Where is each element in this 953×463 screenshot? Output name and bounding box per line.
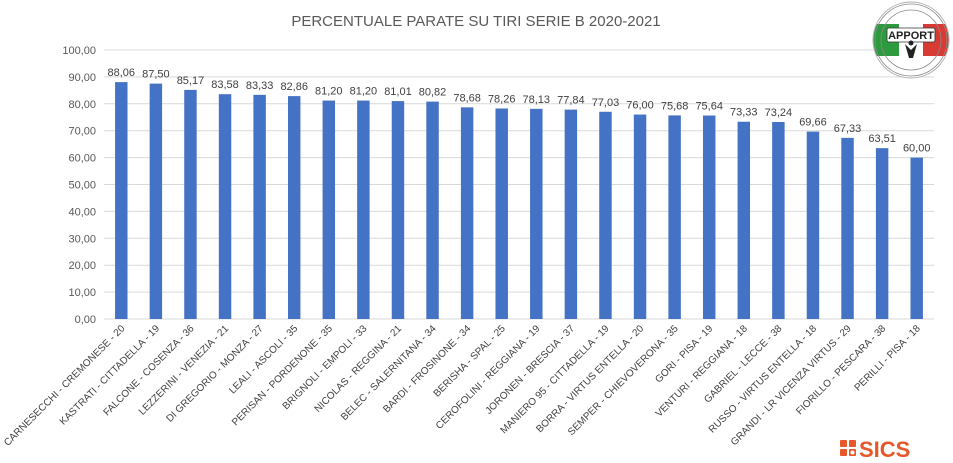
data-label: 67,33 (834, 123, 862, 135)
data-label: 69,66 (799, 117, 827, 129)
data-label: 87,50 (142, 69, 170, 81)
y-tick-label: 80,00 (68, 99, 96, 111)
y-tick-label: 10,00 (68, 287, 96, 299)
y-tick-label: 90,00 (68, 72, 96, 84)
data-label: 78,26 (488, 93, 516, 105)
data-label: 78,68 (453, 92, 481, 104)
data-label: 75,64 (695, 101, 723, 113)
bar (149, 83, 163, 319)
data-label: 80,82 (419, 87, 447, 99)
data-label: 73,24 (765, 107, 793, 119)
chart-title: PERCENTUALE PARATE SU TIRI SERIE B 2020-… (291, 13, 660, 30)
data-label: 77,03 (592, 97, 620, 109)
bar (287, 96, 301, 319)
category-label: PERILLI - PISA - 18 (853, 323, 924, 394)
bar (391, 101, 405, 319)
bar (115, 82, 128, 320)
data-label: 85,17 (177, 75, 205, 87)
y-tick-label: 70,00 (68, 126, 96, 138)
apport-logo-text: APPORT (888, 30, 934, 42)
data-label: 83,58 (211, 79, 239, 91)
gridlines (104, 49, 934, 320)
bar (633, 114, 647, 319)
y-tick-label: 100,00 (62, 45, 96, 57)
bar (426, 101, 439, 319)
y-tick-label: 60,00 (68, 153, 96, 165)
bar (702, 115, 716, 319)
data-label: 88,06 (108, 67, 136, 79)
sics-logo: SICS (840, 437, 910, 462)
bar (460, 107, 474, 319)
data-label: 60,00 (903, 143, 931, 155)
y-tick-label: 20,00 (68, 260, 96, 272)
data-label: 75,68 (661, 100, 689, 112)
data-labels: 88,06 87,50 85,17 83,58 83,33 82,86 81,20 81,20… (108, 67, 931, 154)
bar (530, 108, 543, 320)
category-label: GRANDI - LR VICENZA VIRTUS - 29 (729, 323, 854, 448)
data-label: 78,13 (523, 94, 551, 106)
y-tick-label: 30,00 (68, 233, 96, 245)
bar (910, 157, 923, 319)
bar (806, 131, 820, 319)
bar (564, 109, 578, 319)
bar (495, 108, 508, 320)
data-label: 63,51 (868, 133, 896, 145)
y-axis-ticks: 0,00 10,00 20,00 30,00 40,00 50,00 60,00 70,00 8… (62, 45, 96, 326)
bar (184, 89, 197, 319)
data-label: 83,33 (246, 80, 274, 92)
bar (599, 111, 612, 319)
bar (875, 148, 889, 319)
bar (737, 121, 751, 319)
bar (357, 100, 370, 320)
category-label: CARNESECCHI - CREMONESE - 20 (2, 323, 128, 449)
data-label: 81,20 (350, 86, 378, 98)
bar (253, 94, 266, 319)
data-label: 73,33 (730, 107, 758, 119)
y-tick-label: 50,00 (68, 180, 96, 192)
bar (668, 115, 681, 319)
sics-logo-text: SICS (859, 437, 910, 462)
bars (115, 82, 923, 320)
y-tick-label: 0,00 (75, 314, 96, 326)
data-label: 81,20 (315, 86, 343, 98)
apport-logo: APPORT (872, 1, 950, 79)
data-label: 77,84 (557, 95, 585, 107)
bar (772, 121, 785, 319)
data-label: 76,00 (626, 100, 654, 112)
bar (218, 94, 232, 319)
data-label: 82,86 (280, 81, 308, 93)
bar (841, 137, 854, 319)
bar (322, 100, 336, 320)
y-tick-label: 40,00 (68, 206, 96, 218)
data-label: 81,01 (384, 86, 412, 98)
